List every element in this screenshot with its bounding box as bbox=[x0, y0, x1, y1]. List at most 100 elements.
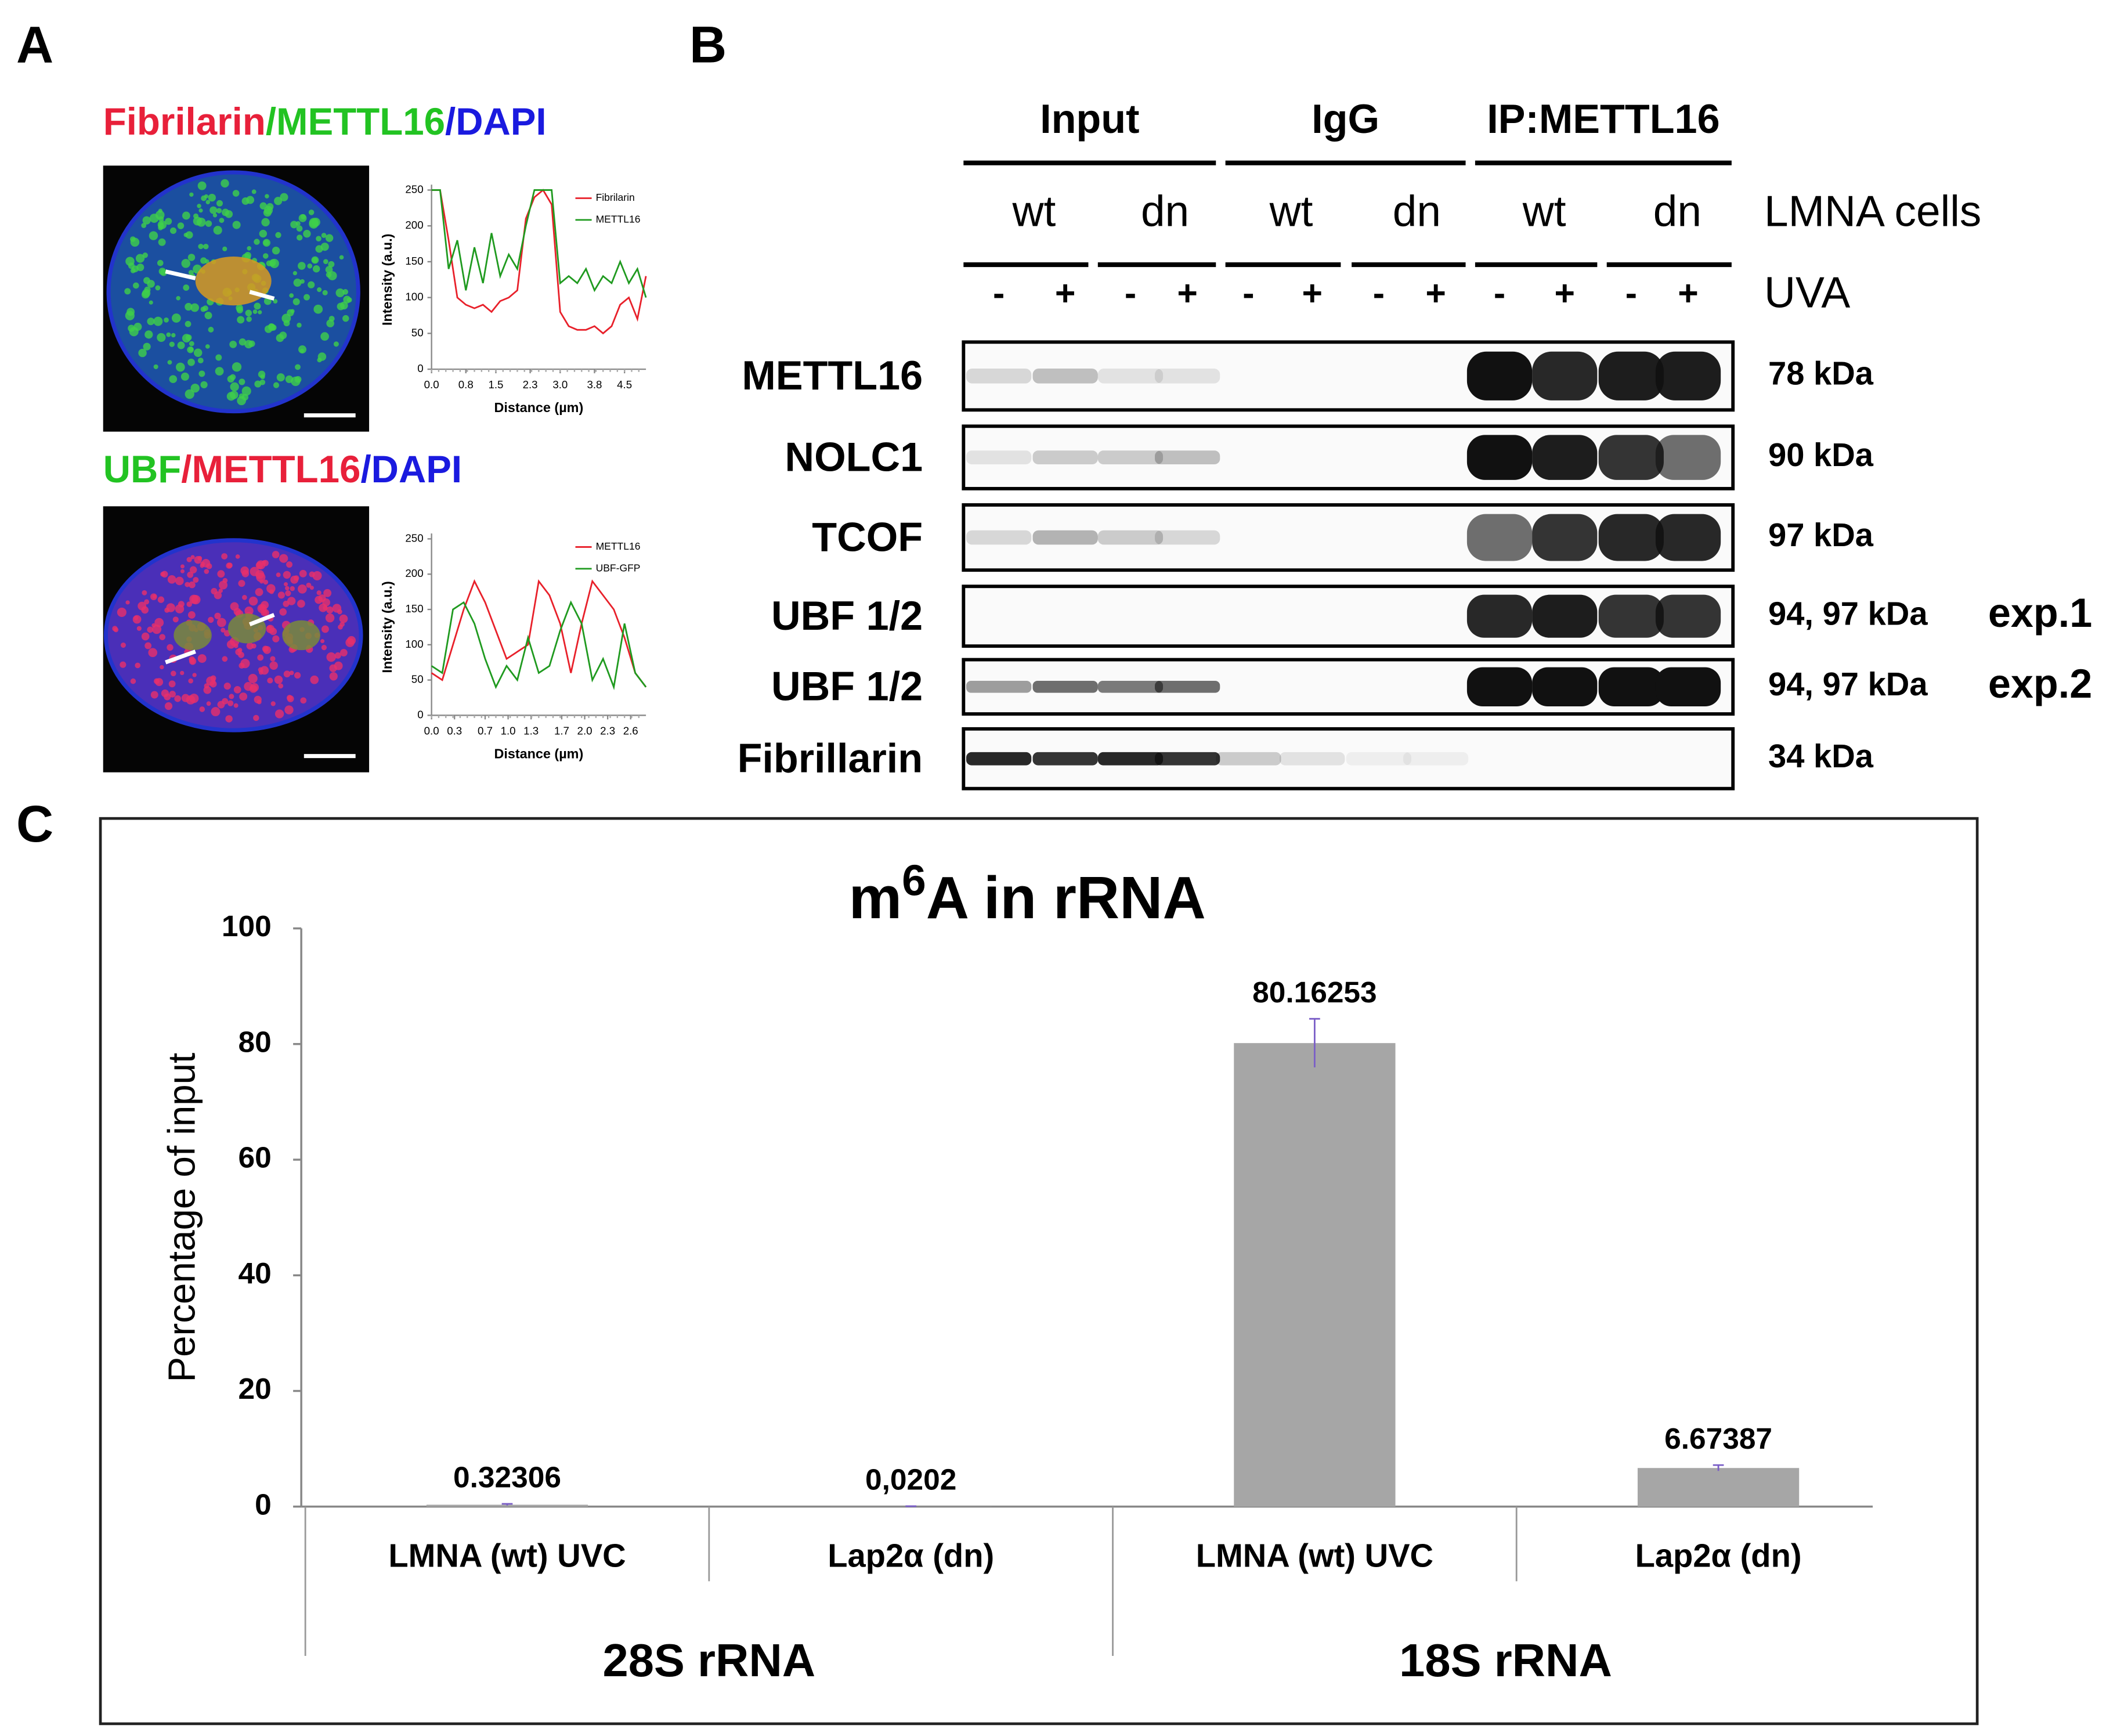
band bbox=[1216, 752, 1281, 766]
band bbox=[1466, 594, 1533, 638]
speckle bbox=[312, 571, 322, 580]
legend-label: Fibrilarin bbox=[596, 192, 635, 203]
speckle bbox=[147, 317, 155, 326]
blot-size: 94, 97 kDa bbox=[1768, 666, 1928, 702]
speckle bbox=[269, 661, 278, 670]
x-tick-label: 2.3 bbox=[523, 378, 538, 391]
uva-title: UVA bbox=[1764, 268, 1850, 317]
speckle bbox=[226, 562, 232, 569]
title-part: /METTL16 bbox=[181, 448, 360, 490]
x-tick-label: 1.5 bbox=[488, 378, 503, 391]
speckle bbox=[276, 373, 285, 382]
speckle bbox=[168, 680, 176, 688]
speckle bbox=[272, 635, 280, 643]
title-part: /METTL16 bbox=[266, 100, 445, 143]
speckle bbox=[208, 616, 214, 623]
band bbox=[1598, 514, 1664, 561]
speckle bbox=[176, 295, 180, 301]
speckle bbox=[274, 709, 284, 719]
band bbox=[1598, 594, 1664, 638]
speckle bbox=[316, 590, 321, 595]
blot-row-label: METTL16 bbox=[742, 352, 923, 398]
speckle bbox=[188, 678, 193, 684]
speckle bbox=[244, 606, 254, 616]
speckle bbox=[152, 594, 157, 599]
speckle bbox=[129, 236, 136, 242]
speckle bbox=[252, 309, 258, 314]
speckle bbox=[237, 316, 245, 324]
speckle bbox=[198, 370, 205, 377]
speckle bbox=[117, 607, 127, 617]
y-tick-label: 200 bbox=[405, 567, 423, 579]
speckle bbox=[309, 219, 319, 229]
x-tick-label: 1.7 bbox=[554, 724, 569, 737]
speckle bbox=[206, 701, 211, 706]
speckle bbox=[205, 200, 211, 204]
speckle bbox=[335, 288, 345, 298]
speckle bbox=[254, 695, 262, 703]
x-tick-label: 0.3 bbox=[447, 724, 462, 737]
speckle bbox=[164, 702, 173, 710]
title-part: /DAPI bbox=[360, 448, 462, 490]
value-label: 80.16253 bbox=[1252, 975, 1377, 1009]
band bbox=[966, 530, 1032, 545]
speckle bbox=[246, 316, 252, 322]
speckle bbox=[238, 652, 244, 658]
cell-label: dn bbox=[1653, 186, 1701, 235]
band bbox=[1032, 368, 1098, 384]
speckle bbox=[197, 654, 207, 663]
speckle bbox=[190, 555, 195, 560]
speckle bbox=[124, 288, 131, 295]
band bbox=[966, 450, 1032, 464]
speckle bbox=[329, 672, 338, 681]
speckle bbox=[133, 615, 139, 620]
x-axis-label: Distance (µm) bbox=[494, 746, 583, 761]
band bbox=[966, 368, 1032, 384]
arrow bbox=[165, 269, 196, 280]
speckle bbox=[274, 197, 283, 205]
micrograph-title: Fibrilarin/METTL16/DAPI bbox=[103, 100, 547, 143]
speckle bbox=[292, 298, 300, 305]
band bbox=[1097, 752, 1164, 766]
speckle bbox=[312, 265, 320, 273]
speckle bbox=[180, 372, 189, 381]
speckle bbox=[279, 331, 287, 340]
speckle bbox=[157, 259, 164, 266]
speckle bbox=[174, 695, 181, 702]
speckle bbox=[279, 554, 288, 563]
series-line bbox=[431, 579, 647, 688]
speckle bbox=[237, 396, 246, 406]
speckle bbox=[295, 221, 301, 226]
speckle bbox=[247, 246, 252, 251]
speckle bbox=[157, 333, 166, 342]
micrograph-title: UBF/METTL16/DAPI bbox=[103, 448, 462, 490]
speckle bbox=[180, 569, 185, 573]
speckle bbox=[321, 625, 329, 633]
speckle bbox=[294, 672, 301, 679]
speckle bbox=[209, 206, 218, 214]
speckle bbox=[211, 707, 221, 717]
speckle bbox=[326, 652, 336, 662]
speckle bbox=[326, 606, 334, 613]
speckle bbox=[248, 596, 258, 606]
speckle bbox=[334, 652, 341, 659]
speckle bbox=[272, 246, 280, 255]
speckle bbox=[239, 692, 248, 701]
speckle bbox=[347, 636, 356, 645]
speckle bbox=[222, 246, 227, 251]
blot-note: exp.2 bbox=[1988, 661, 2092, 706]
speckle bbox=[112, 626, 118, 631]
speckle bbox=[262, 253, 269, 259]
value-label: 6.67387 bbox=[1664, 1421, 1772, 1455]
speckle bbox=[144, 599, 150, 605]
speckle bbox=[313, 304, 323, 314]
speckle bbox=[130, 678, 136, 684]
speckle bbox=[170, 670, 176, 677]
speckle bbox=[332, 604, 342, 613]
speckle bbox=[343, 295, 351, 304]
x-tick-label: Lap2α (dn) bbox=[1635, 1537, 1802, 1573]
speckle bbox=[266, 203, 274, 211]
speckle bbox=[322, 598, 330, 607]
speckle bbox=[189, 347, 194, 352]
speckle bbox=[171, 333, 176, 338]
